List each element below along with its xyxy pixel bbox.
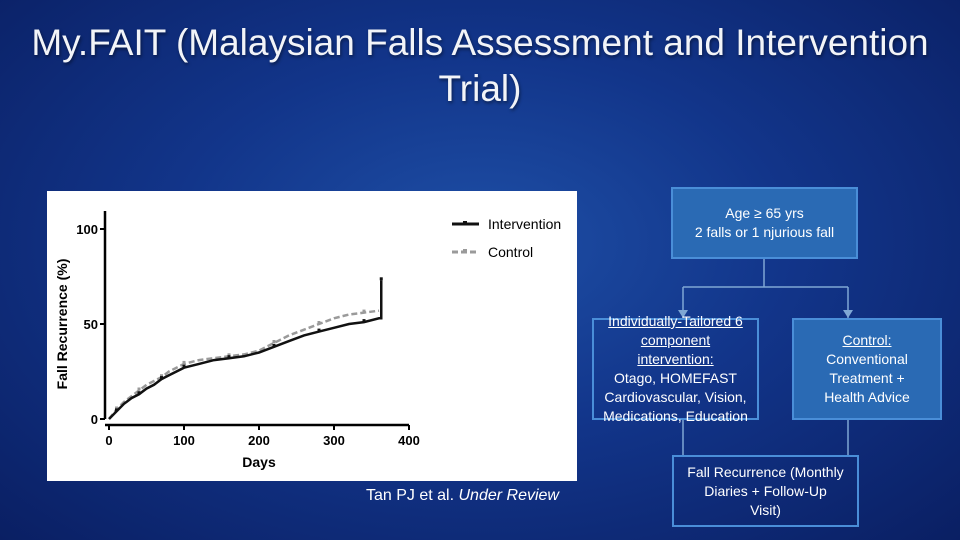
intervention-line3: intervention:: [637, 351, 714, 367]
series-point-intervention: [379, 277, 383, 281]
series-point-control: [160, 374, 163, 378]
citation-authors: Tan PJ et al.: [366, 487, 455, 504]
outcome-line3: Visit): [750, 501, 781, 518]
x-tick-label: 300: [323, 433, 345, 448]
series-point-control: [182, 360, 186, 364]
series-point-intervention: [272, 343, 276, 347]
series-point-intervention: [362, 319, 366, 323]
series-point-intervention: [182, 364, 186, 368]
control-line4: Health Advice: [824, 389, 910, 405]
x-tick-label: 0: [105, 433, 112, 448]
chart-svg: 0 50 100 0 100 200 300 400 Days Fall Recurrence (…: [54, 211, 561, 470]
series-point-control: [137, 387, 141, 391]
fall-recurrence-chart: 0 50 100 0 100 200 300 400 Days Fall Recurrence (…: [47, 191, 577, 481]
intervention-line2: component: [640, 332, 711, 348]
y-tick-label: 100: [76, 222, 98, 237]
citation: Tan PJ et al. Under Review: [366, 484, 586, 507]
outcome-line2: Diaries + Follow-Up: [704, 482, 827, 499]
series-point-intervention: [115, 408, 118, 412]
arrowhead-icon: [843, 310, 853, 318]
y-tick-label: 50: [84, 317, 98, 332]
x-axis-label: Days: [242, 454, 276, 470]
series-point-control: [227, 353, 231, 357]
control-line3: Treatment +: [829, 370, 905, 386]
series-point-control: [115, 406, 118, 410]
intervention-line4: Otago, HOMEFAST: [614, 370, 737, 386]
flow-box-control: Control: Conventional Treatment + Health…: [792, 318, 942, 420]
y-axis-label: Fall Recurrence (%): [54, 259, 70, 390]
series-point-intervention: [160, 376, 163, 380]
legend-marker-intervention: [463, 221, 467, 225]
series-point-intervention: [317, 328, 321, 332]
outcome-line1: Fall Recurrence (Monthly: [687, 463, 844, 480]
legend-label-control: Control: [488, 244, 533, 260]
series-point-control: [272, 340, 276, 343]
series-point-control: [362, 309, 366, 313]
flow-box-intervention: Individually-Tailored 6 component interv…: [592, 313, 759, 424]
slide-title: My.FAIT (Malaysian Falls Assessment and …: [31, 22, 929, 109]
eligibility-line1: Age ≥ 65 yrs: [725, 205, 804, 221]
intervention-line5: Cardiovascular, Vision,: [604, 389, 747, 405]
arrowhead-icon: [678, 310, 688, 318]
flow-box-outcome: Fall Recurrence (Monthly Diaries + Follo…: [672, 455, 859, 527]
control-line2: Conventional: [826, 351, 908, 367]
control-line1: Control:: [842, 332, 892, 348]
series-point-intervention: [227, 355, 231, 359]
x-tick-label: 100: [173, 433, 195, 448]
intervention-line6: Medications, Education: [603, 408, 748, 424]
citation-status: Under Review: [458, 487, 559, 504]
x-tick-label: 200: [248, 433, 270, 448]
legend-marker-control: [463, 249, 467, 253]
flow-box-eligibility: Age ≥ 65 yrs 2 falls or 1 njurious fall: [671, 187, 858, 259]
x-tick-label: 400: [398, 433, 420, 448]
series-point-intervention: [137, 391, 141, 395]
intervention-line1: Individually-Tailored 6: [608, 313, 743, 329]
series-point-control: [317, 321, 321, 324]
eligibility-line2: 2 falls or 1 njurious fall: [694, 224, 835, 240]
y-tick-label: 0: [91, 412, 98, 427]
legend-label-intervention: Intervention: [488, 216, 561, 232]
